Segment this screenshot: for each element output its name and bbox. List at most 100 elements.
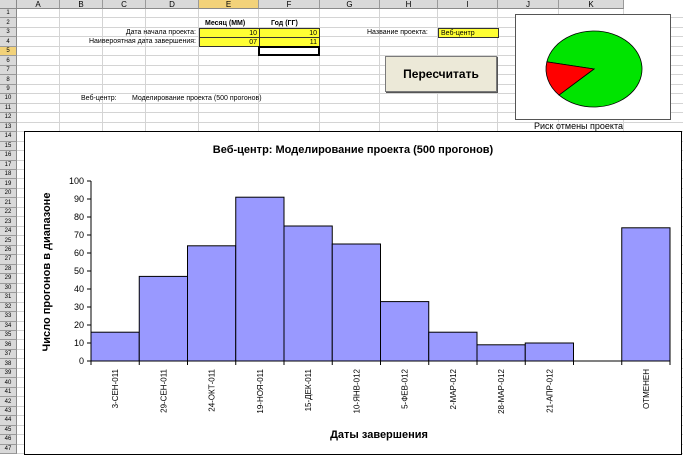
likely-month-cell[interactable]: 07 [199, 37, 260, 47]
grid-hline [17, 55, 683, 57]
row-header-29[interactable]: 29 [0, 274, 17, 284]
summary-title-label: Моделирование проекта (500 прогонов) [132, 95, 262, 102]
column-header-c[interactable]: C [103, 0, 146, 9]
row-header-11[interactable]: 11 [0, 103, 17, 114]
row-header-7[interactable]: 7 [0, 65, 17, 76]
column-header-j[interactable]: J [498, 0, 559, 9]
row-header-38[interactable]: 38 [0, 359, 17, 369]
row-header-45[interactable]: 45 [0, 425, 17, 436]
histogram-bar [235, 196, 285, 362]
y-tick-label: 100 [69, 176, 84, 186]
row-header-33[interactable]: 33 [0, 312, 17, 322]
cancellation-risk-pie-chart[interactable] [515, 14, 671, 120]
row-header-42[interactable]: 42 [0, 397, 17, 407]
histogram-bar [331, 243, 381, 362]
completion-date-histogram[interactable]: Веб-центр: Моделирование проекта (500 пр… [24, 131, 682, 455]
x-tick-label: 19-НОЯ-011 [256, 368, 265, 413]
x-tick-label: 29-СЕН-011 [159, 368, 168, 412]
row-header-12[interactable]: 12 [0, 113, 17, 123]
column-header-a[interactable]: A [17, 0, 60, 9]
row-header-2[interactable]: 2 [0, 18, 17, 28]
row-header-43[interactable]: 43 [0, 406, 17, 417]
row-header-20[interactable]: 20 [0, 188, 17, 199]
row-header-47[interactable]: 47 [0, 444, 17, 455]
bars [90, 196, 671, 362]
row-header-1[interactable]: 1 [0, 9, 17, 19]
row-header-23[interactable]: 23 [0, 217, 17, 227]
grid-hline [17, 17, 683, 19]
column-header-d[interactable]: D [146, 0, 199, 9]
y-tick-label: 60 [74, 248, 84, 258]
row-header-35[interactable]: 35 [0, 330, 17, 341]
column-header-g[interactable]: G [320, 0, 380, 9]
column-header-b[interactable]: B [60, 0, 103, 9]
project-name-cell[interactable]: Веб-центр [438, 28, 499, 38]
month-header: Месяц (ММ) [205, 20, 246, 27]
row-header-40[interactable]: 40 [0, 378, 17, 388]
grid-hline [17, 45, 683, 47]
row-header-15[interactable]: 15 [0, 141, 17, 152]
row-header-21[interactable]: 21 [0, 198, 17, 208]
row-header-36[interactable]: 36 [0, 340, 17, 350]
row-header-10[interactable]: 10 [0, 94, 17, 104]
row-header-6[interactable]: 6 [0, 56, 17, 66]
row-header-27[interactable]: 27 [0, 255, 17, 265]
row-header-41[interactable]: 41 [0, 387, 17, 398]
row-header-22[interactable]: 22 [0, 207, 17, 218]
row-header-19[interactable]: 19 [0, 179, 17, 189]
row-header-46[interactable]: 46 [0, 435, 17, 445]
row-header-13[interactable]: 13 [0, 122, 17, 133]
row-header-16[interactable]: 16 [0, 151, 17, 161]
row-header-25[interactable]: 25 [0, 236, 17, 246]
likely-end-date-label: Наивероятная дата завершения: [88, 38, 196, 45]
grid-hline [17, 26, 683, 28]
row-header-9[interactable]: 9 [0, 84, 17, 95]
grid-hline [17, 121, 683, 123]
recalculate-button[interactable]: Пересчитать [385, 56, 497, 92]
y-tick-label: 90 [74, 194, 84, 204]
histogram-bar [187, 245, 237, 362]
row-header-37[interactable]: 37 [0, 349, 17, 360]
row-header-17[interactable]: 17 [0, 160, 17, 170]
year-header: Год (ГГ) [271, 20, 298, 27]
row-header-8[interactable]: 8 [0, 75, 17, 85]
column-header-h[interactable]: H [380, 0, 438, 9]
chart-title: Веб-центр: Моделирование проекта (500 пр… [213, 144, 494, 156]
y-tick-label: 80 [74, 212, 84, 222]
grid-hline [17, 74, 683, 76]
row-header-18[interactable]: 18 [0, 169, 17, 180]
row-header-5[interactable]: 5 [0, 46, 17, 57]
histogram-bar [621, 227, 671, 362]
histogram-bar [428, 331, 478, 362]
x-axis-label: Даты завершения [330, 429, 428, 441]
row-header-30[interactable]: 30 [0, 283, 17, 294]
row-header-24[interactable]: 24 [0, 226, 17, 237]
x-tick-label: ОТМЕНЕН [642, 369, 651, 409]
x-tick-label: 28-МАР-012 [497, 368, 506, 413]
project-name-label: Название проекта: [367, 29, 428, 36]
row-header-44[interactable]: 44 [0, 416, 17, 426]
summary-project-label: Веб-центр: [81, 95, 117, 102]
row-header-31[interactable]: 31 [0, 293, 17, 303]
row-header-4[interactable]: 4 [0, 37, 17, 47]
column-header-e[interactable]: E [199, 0, 259, 9]
y-tick-label: 70 [74, 230, 84, 240]
row-header-39[interactable]: 39 [0, 368, 17, 379]
row-header-3[interactable]: 3 [0, 27, 17, 38]
grid-hline [17, 102, 683, 104]
column-header-k[interactable]: K [559, 0, 624, 9]
grid-hline [17, 36, 683, 38]
row-header-26[interactable]: 26 [0, 245, 17, 256]
row-header-34[interactable]: 34 [0, 321, 17, 331]
active-cell-cursor[interactable] [258, 46, 320, 56]
y-axis-label: Число прогонов в диапазоне [41, 193, 53, 352]
row-header-14[interactable]: 14 [0, 132, 17, 142]
start-date-label: Дата начала проекта: [125, 29, 196, 36]
column-header-f[interactable]: F [259, 0, 320, 9]
select-all-corner[interactable] [0, 0, 17, 9]
row-header-32[interactable]: 32 [0, 302, 17, 313]
row-header-28[interactable]: 28 [0, 264, 17, 275]
grid-hline [17, 83, 683, 85]
column-header-i[interactable]: I [438, 0, 498, 9]
